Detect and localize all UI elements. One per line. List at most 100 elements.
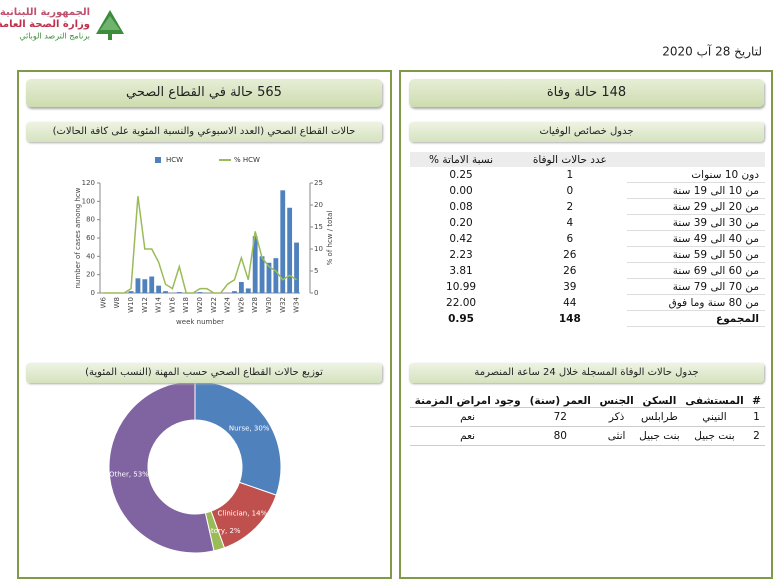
x-tick-label: W8 [113,297,121,308]
table-cell: 0 [566,184,574,197]
pie-slice [108,380,215,554]
table-cell: 2 [566,200,574,213]
y-axis-title: number of cases among hcw [74,187,82,288]
table-cell: من 50 الى 59 سنة [627,246,765,263]
table-cell: نعم [410,426,526,446]
slice-label: Other, 53% [109,470,149,478]
bar [156,285,162,293]
ministry-line: برنامج الترصد الوبائي [19,32,90,41]
left-panel [17,70,392,579]
ministry-line: وزارة الصحة العامة [0,19,90,30]
column-header: السكن [637,395,681,408]
table-row: من 60 الى 69 سنة 26 3.81 [410,262,765,279]
ministry-line: الجمهورية اللبنانية [0,7,90,18]
table-cell: 10.99 [446,280,477,293]
x-tick-label: W18 [182,297,190,313]
bar [176,292,182,293]
column-header: # [748,395,765,408]
bar [294,242,299,293]
table-cell: 0.08 [449,200,473,213]
table-cell: نعم [410,407,526,427]
y-tick-label: 20 [86,271,95,279]
y-tick-label: 60 [86,234,95,242]
table-cell: من 10 الى 19 سنة [627,182,765,199]
bar [273,258,279,293]
table-cell: من 30 الى 39 سنة [627,214,765,231]
bar [252,236,258,293]
table-cell: النيني [680,407,749,427]
slice-label: Nurse, 30% [229,424,270,432]
corner-cell [627,152,765,167]
right-panel [399,70,773,579]
table-row: من 30 الى 39 سنة 4 0.20 [410,214,765,231]
table-cell: 0.20 [449,216,473,229]
deaths-table: عدد حالات الوفاة نسبة الاماتة % دون 10 سنو… [410,152,765,327]
table-title: جدول حالات الوفاة المسجلة خلال 24 ساعة ا… [409,363,764,383]
slice-label: Laboratory, 2% [187,527,241,535]
column-header: نسبة الاماتة % [410,152,513,167]
bar [149,276,155,293]
legend-label: % HCW [234,156,260,164]
table-cell: 44 [563,296,577,309]
x-tick-label: W16 [168,296,176,312]
table-cell: 3.81 [449,264,473,277]
panel-title: 565 حالة في القطاع الصحي [26,79,382,107]
x-tick-label: W20 [196,297,204,313]
table-title: جدول خصائص الوفيات [409,122,764,142]
report-date: لتاريخ 28 آب 2020 [662,44,762,60]
header-row: # المستشفى السكن الجنس العمر (سنة) وجود امراض… [410,395,765,408]
table-cell: طرابلس [637,407,681,427]
y-tick-label: 100 [82,197,95,205]
table-row: دون 10 سنوات 1 0.25 [410,167,765,183]
table-cell: 148 [558,312,581,325]
table-cell: 1 [566,168,574,181]
y-tick-label: 40 [86,252,95,260]
table-cell: 26 [563,248,577,261]
table-cell: 39 [563,280,577,293]
x-tick-label: W26 [237,296,245,312]
table-cell: المجموع [627,310,765,327]
table-cell: 0.95 [448,312,474,325]
x-tick-label: W28 [251,297,259,313]
table-cell: 26 [563,264,577,277]
bar [163,291,168,293]
y2-tick-label: 10 [314,245,323,253]
table-cell: 2.23 [449,248,473,261]
charts: 0 20 40 60 80 100 120 0 5 10 15 20 25 number of cases… [74,156,334,554]
x-tick-label: W22 [210,297,218,313]
x-tick-label: W30 [265,297,273,313]
bar [128,291,134,293]
chart-title: توزيع حالات القطاع الصحي حسب المهنة (الن… [26,363,382,383]
y-tick-label: 0 [91,289,95,297]
table-cell: 4 [566,216,574,229]
bar [135,278,141,293]
bar [280,190,286,293]
table-cell: 6 [566,232,574,245]
legend-label: HCW [166,156,183,164]
y-tick-label: 120 [82,179,95,187]
table-cell: 72 [525,407,596,427]
table-cell: ذكر [595,407,638,427]
bar [232,291,237,293]
table-row: من 70 الى 79 سنة 39 10.99 [410,278,765,295]
x-tick-label: W34 [293,296,301,312]
x-tick-label: W14 [155,296,163,312]
chart-title: حالات القطاع الصحي (العدد الاسبوعي والنس… [26,122,382,142]
bar [287,207,293,293]
table-cell: من 70 الى 79 سنة [627,278,765,295]
x-tick-label: W6 [99,296,107,308]
table-row: 1 النيني طرابلس ذكر 72 نعم [410,407,765,427]
table-row: المجموع 148 0.95 [410,310,765,327]
table-cell: من 40 الى 49 سنة [627,230,765,247]
table-row: من 10 الى 19 سنة 0 0.00 [410,182,765,199]
table-cell: دون 10 سنوات [627,167,765,183]
header-row: عدد حالات الوفاة نسبة الاماتة % [410,152,765,167]
y2-tick-label: 20 [314,201,323,209]
y-tick-label: 80 [86,216,95,224]
table-cell: 80 [525,426,596,446]
bar [245,288,251,293]
y2-tick-label: 15 [314,223,323,231]
bar [142,279,148,293]
